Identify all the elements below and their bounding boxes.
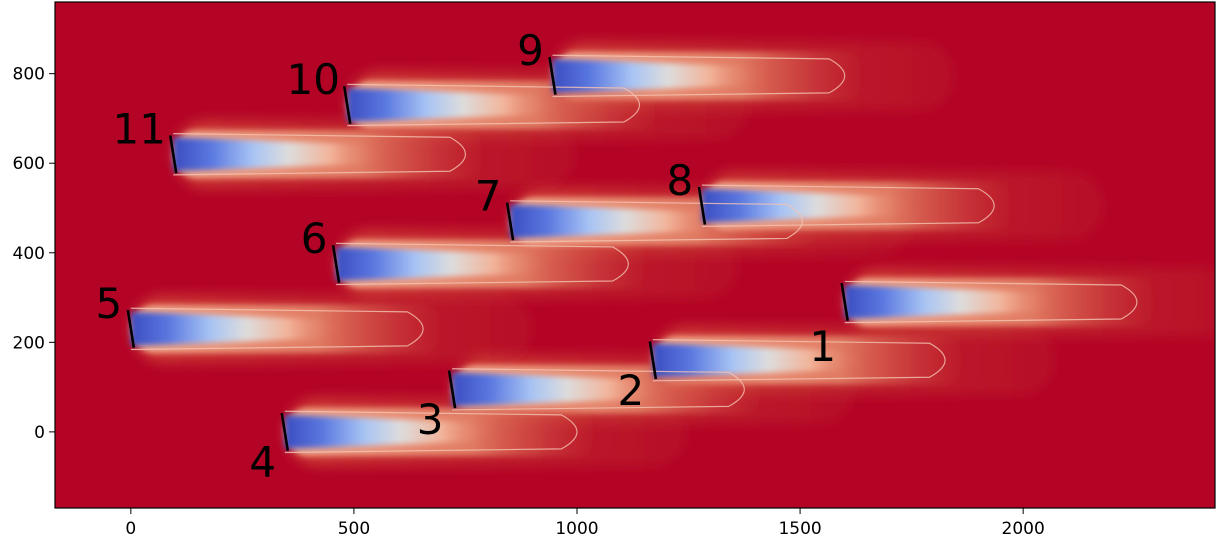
rotor-7 [505,202,515,241]
turbine-label-11: 11 [113,104,166,153]
rotor-8 [697,186,707,225]
y-tick-label: 0 [34,423,45,443]
x-tick-label: 500 [338,519,370,539]
turbine-label-1: 1 [809,322,836,371]
wake-contour-8 [701,184,995,227]
y-tick-label: 800 [13,65,45,85]
wake-contour-1 [844,280,1138,324]
x-tick-label: 0 [125,519,136,539]
plot-area: 1 2 3 4 5 6 7 8 9 10 11 [54,1,1216,509]
turbine-label-5: 5 [95,279,122,328]
rotor-10 [342,85,352,125]
wake-contour-9 [552,54,846,98]
wake-core-4 [284,414,495,449]
x-tick-label: 1500 [778,519,821,539]
wake-contour-3 [452,368,745,411]
wake-contour-10 [347,83,641,127]
rotor-3 [447,370,457,409]
wake-core-6 [336,246,546,281]
wake-contour-11 [173,133,467,176]
x-tick-label: 1000 [555,519,598,539]
turbine-label-10: 10 [287,55,340,104]
turbine-label-layer: 1 2 3 4 5 6 7 8 9 10 11 [95,26,836,487]
wake-core-3 [452,372,662,407]
wake-core-10 [347,87,557,123]
turbine-label-9: 9 [517,26,544,75]
rotor-1 [840,283,849,322]
wake-contour-6 [336,242,629,286]
turbine-label-7: 7 [475,172,502,221]
turbine-label-6: 6 [301,214,328,263]
y-axis: 0 200 400 600 800 [13,65,55,443]
rotor-9 [548,56,557,95]
wake-contour-2 [652,339,946,382]
wake-core-9 [552,58,763,93]
wake-core-11 [173,137,383,172]
plot-frame [54,1,1216,509]
wake-core-2 [652,343,863,378]
wake-core-7 [510,204,720,239]
rotor-11 [168,135,178,174]
rotor-4 [280,412,290,451]
x-tick-label: 2000 [1002,519,1045,539]
rotor-2 [648,341,658,380]
rotor-6 [331,244,341,283]
wake-core-layer [130,58,1055,449]
y-tick-label: 400 [13,244,45,264]
rotor-5 [126,309,136,348]
wake-core-1 [844,285,1055,320]
wake-core-5 [130,311,341,346]
x-axis: 0 500 1000 1500 2000 [125,508,1045,539]
y-tick-label: 200 [13,333,45,353]
y-tick-label: 600 [13,154,45,174]
wake-core-8 [701,188,912,223]
contour-layer [130,54,1138,454]
wake-contour-5 [130,307,424,351]
rotor-layer [126,56,849,451]
wake-contour-7 [510,200,803,243]
turbine-label-8: 8 [667,156,694,205]
wake-contour-4 [284,410,578,454]
turbine-label-4: 4 [249,438,276,487]
turbine-label-3: 3 [417,395,444,444]
turbine-label-2: 2 [617,366,644,415]
